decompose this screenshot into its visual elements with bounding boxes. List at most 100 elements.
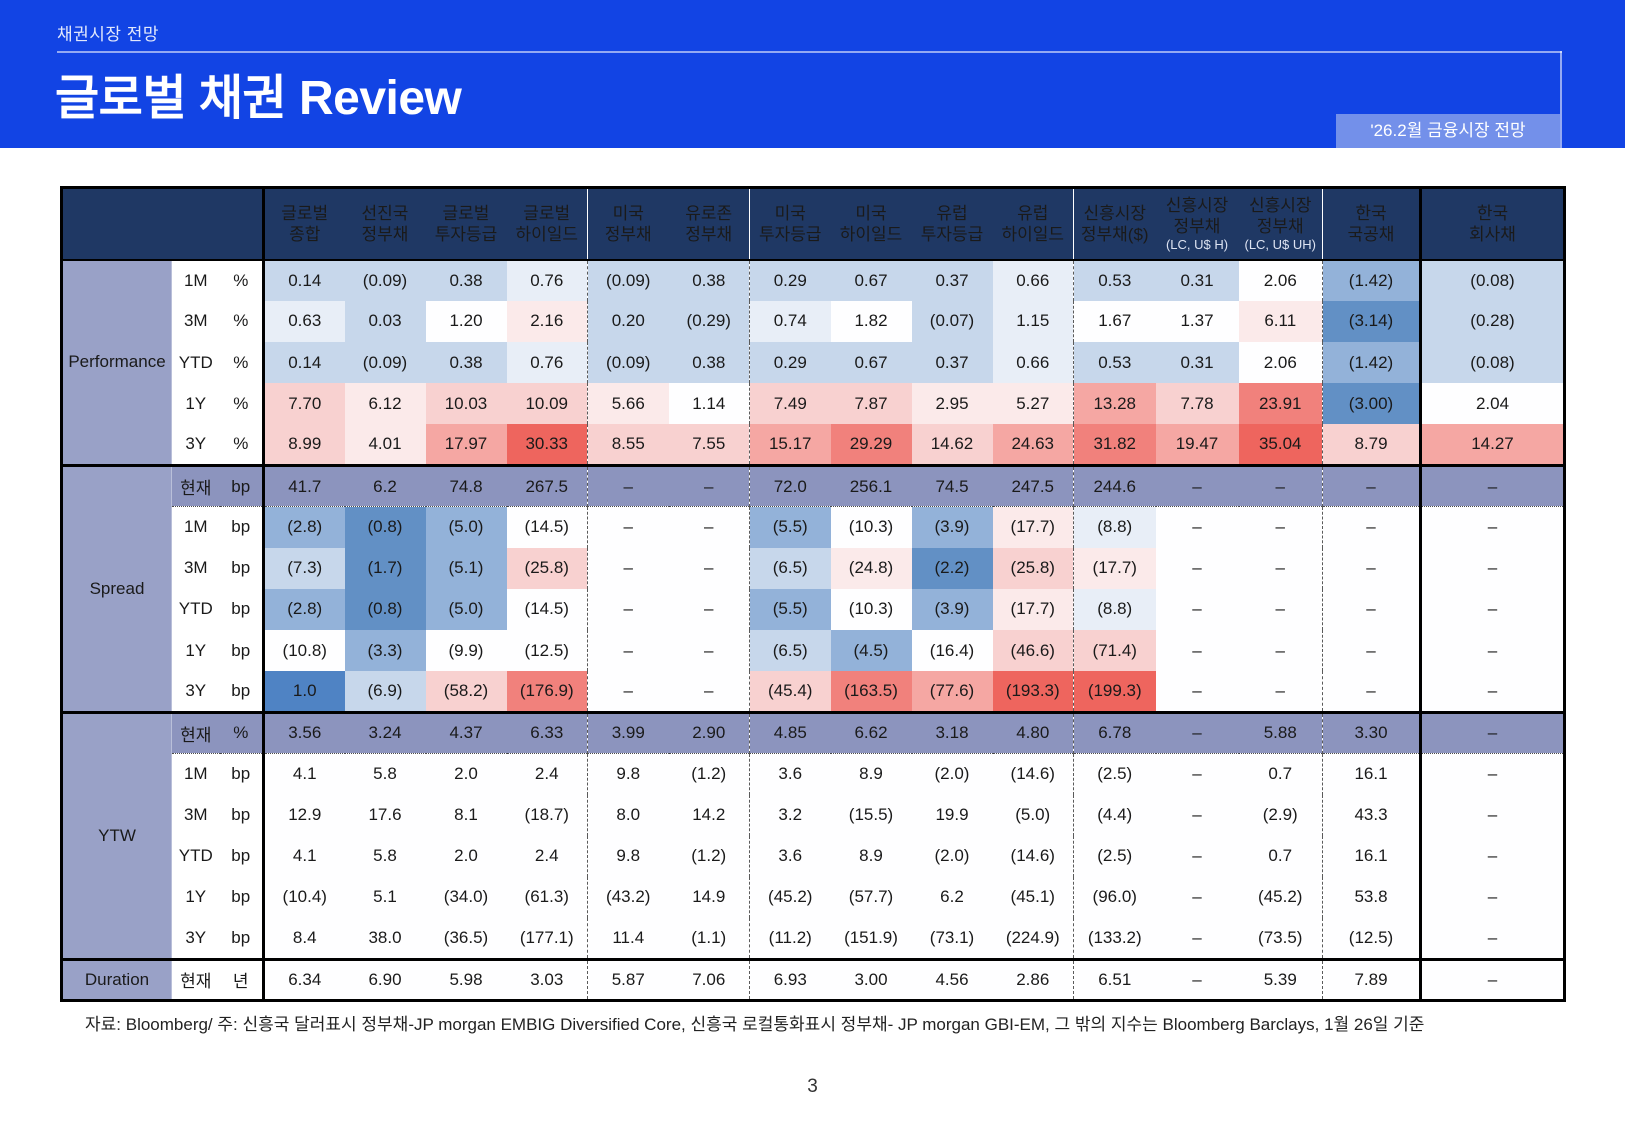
data-cell: – xyxy=(1419,794,1565,836)
data-cell: – xyxy=(587,671,669,713)
data-cell: 4.56 xyxy=(911,957,993,1001)
row-unit-label: bp xyxy=(219,918,264,960)
data-cell: 0.38 xyxy=(668,259,750,301)
section-label: Spread xyxy=(61,463,172,713)
data-cell: – xyxy=(668,671,750,713)
row-unit-label: bp xyxy=(219,671,264,713)
data-cell: – xyxy=(1238,630,1323,672)
column-header: 한국 회사채 xyxy=(1419,187,1565,261)
row-unit-label: bp xyxy=(219,876,264,919)
data-cell: – xyxy=(1155,835,1239,877)
data-cell: 2.90 xyxy=(668,710,750,754)
data-cell: – xyxy=(1419,588,1565,631)
data-cell: 3.99 xyxy=(587,710,669,754)
data-cell: 0.31 xyxy=(1155,342,1239,384)
data-cell: (14.6) xyxy=(992,835,1074,877)
data-cell: – xyxy=(1322,506,1421,548)
data-cell: (45.2) xyxy=(1238,876,1323,919)
data-cell: 5.8 xyxy=(344,753,426,795)
data-cell: 3.30 xyxy=(1322,710,1421,754)
data-cell: 0.7 xyxy=(1238,753,1323,795)
data-cell: 6.78 xyxy=(1073,710,1156,754)
data-cell: (5.1) xyxy=(425,547,507,589)
data-cell: (2.5) xyxy=(1073,835,1156,877)
row-period-label: 현재 xyxy=(171,463,220,508)
row-period-label: YTD xyxy=(171,588,220,631)
data-cell: (0.09) xyxy=(587,342,669,384)
data-cell: (5.0) xyxy=(425,588,507,631)
data-cell: (10.4) xyxy=(262,876,345,919)
data-cell: 38.0 xyxy=(344,918,426,960)
data-cell: (1.7) xyxy=(344,547,426,589)
data-cell: (2.8) xyxy=(262,588,345,631)
data-cell: – xyxy=(1419,876,1565,919)
data-cell: – xyxy=(1238,463,1323,508)
section-label: Duration xyxy=(61,957,172,1001)
data-cell: (43.2) xyxy=(587,876,669,919)
row-period-label: YTD xyxy=(171,342,220,384)
data-cell: (0.8) xyxy=(344,506,426,548)
data-cell: – xyxy=(1322,671,1421,713)
page-title: 글로벌 채권 Review xyxy=(55,72,462,125)
data-cell: – xyxy=(587,588,669,631)
data-cell: (2.0) xyxy=(911,835,993,877)
data-cell: 72.0 xyxy=(749,463,831,508)
data-cell: – xyxy=(1155,957,1239,1001)
data-cell: – xyxy=(1155,710,1239,754)
data-cell: (5.5) xyxy=(749,588,831,631)
data-cell: (9.9) xyxy=(425,630,507,672)
data-cell: 5.87 xyxy=(587,957,669,1001)
data-cell: 0.37 xyxy=(911,259,993,301)
data-cell: 6.11 xyxy=(1238,300,1323,343)
data-cell: 24.63 xyxy=(992,424,1074,466)
data-cell: – xyxy=(668,506,750,548)
row-unit-label: % xyxy=(219,424,264,466)
data-cell: (14.5) xyxy=(506,506,588,548)
row-unit-label: bp xyxy=(219,588,264,631)
source-note: 자료: Bloomberg/ 주: 신흥국 달러표시 정부채-JP morgan… xyxy=(85,1015,1425,1034)
data-cell: 16.1 xyxy=(1322,835,1421,877)
data-cell: 5.66 xyxy=(587,383,669,425)
column-header: 유럽 하이일드 xyxy=(992,187,1074,261)
data-cell: 8.9 xyxy=(830,835,912,877)
data-cell: (12.5) xyxy=(506,630,588,672)
data-cell: 0.03 xyxy=(344,300,426,343)
data-cell: 31.82 xyxy=(1073,424,1156,466)
data-cell: 6.34 xyxy=(262,957,345,1001)
data-cell: 4.1 xyxy=(262,753,345,795)
data-cell: (8.8) xyxy=(1073,506,1156,548)
data-cell: (11.2) xyxy=(749,918,831,960)
data-cell: 3.18 xyxy=(911,710,993,754)
data-cell: 10.03 xyxy=(425,383,507,425)
data-cell: (224.9) xyxy=(992,918,1074,960)
data-cell: 0.67 xyxy=(830,259,912,301)
data-cell: 1.82 xyxy=(830,300,912,343)
data-cell: (16.4) xyxy=(911,630,993,672)
row-period-label: 현재 xyxy=(171,710,220,754)
data-cell: 6.33 xyxy=(506,710,588,754)
data-cell: 2.86 xyxy=(992,957,1074,1001)
data-cell: – xyxy=(1419,957,1565,1001)
outlook-badge: '26.2월 금융시장 전망 xyxy=(1336,114,1560,148)
data-cell: (0.29) xyxy=(668,300,750,343)
header-rule-horizontal xyxy=(57,51,1562,53)
row-period-label: 3M xyxy=(171,794,220,836)
data-cell: 29.29 xyxy=(830,424,912,466)
data-cell: (3.9) xyxy=(911,506,993,548)
data-cell: 0.38 xyxy=(425,259,507,301)
data-cell: – xyxy=(1419,671,1565,713)
data-cell: (1.2) xyxy=(668,835,750,877)
data-cell: 17.6 xyxy=(344,794,426,836)
data-cell: 3.56 xyxy=(262,710,345,754)
data-cell: 5.1 xyxy=(344,876,426,919)
bond-review-table: 글로벌 종합 선진국 정부채 글로벌 투자등급 글로벌 하이일드 미국 정부채 유로존 정부채 미국 투자… xyxy=(60,186,1566,1002)
data-cell: 6.2 xyxy=(344,463,426,508)
data-cell: (14.6) xyxy=(992,753,1074,795)
section-label: Performance xyxy=(61,259,172,466)
data-cell: 11.4 xyxy=(587,918,669,960)
column-header: 유로존 정부채 xyxy=(668,187,750,261)
data-cell: (1.42) xyxy=(1322,259,1421,301)
data-cell: 0.31 xyxy=(1155,259,1239,301)
data-cell: 3.00 xyxy=(830,957,912,1001)
data-cell: – xyxy=(1419,835,1565,877)
